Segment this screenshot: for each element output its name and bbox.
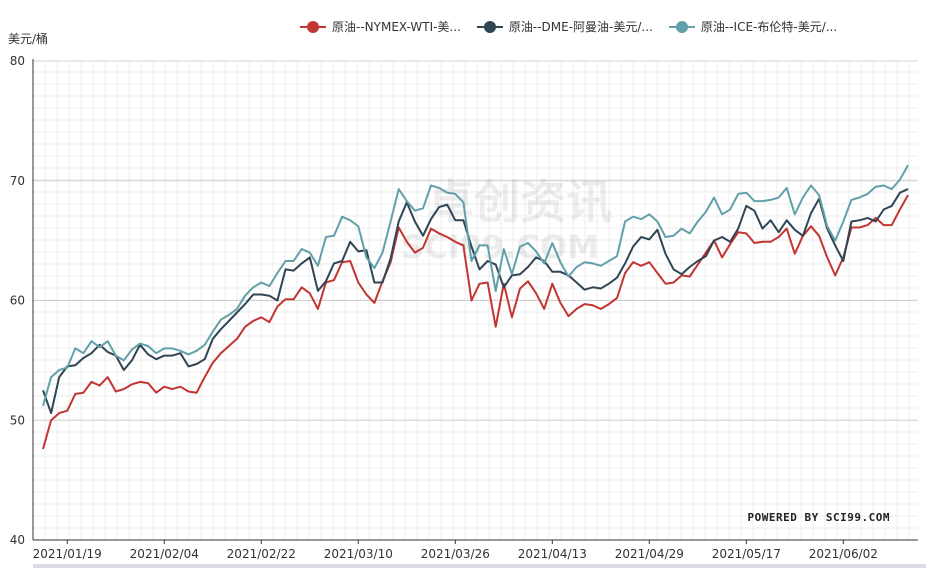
legend-marker-icon (668, 20, 695, 33)
y-tick-label: 80 (10, 54, 25, 68)
x-tick-label: 2021/04/13 (518, 547, 587, 561)
legend-item-wti[interactable]: 原油--NYMEX-WTI-美... (300, 18, 461, 35)
x-tick-label: 2021/05/17 (712, 547, 781, 561)
legend-item-ice-brent[interactable]: 原油--ICE-布伦特-美元/... (668, 18, 838, 35)
watermark-en: SCI99.COM (401, 228, 599, 266)
y-tick-label: 40 (10, 533, 25, 547)
credit-label: POWERED BY SCI99.COM (748, 511, 890, 524)
x-tick-label: 2021/03/10 (324, 547, 393, 561)
legend-label-ice-brent: 原油--ICE-布伦特-美元/... (700, 20, 838, 34)
y-tick-label: 70 (10, 174, 25, 188)
x-tick-label: 2021/04/29 (615, 547, 684, 561)
legend-item-dme-oman[interactable]: 原油--DME-阿曼油-美元/... (476, 18, 653, 35)
x-tick-label: 2021/02/22 (227, 547, 296, 561)
x-tick-label: 2021/02/04 (130, 547, 199, 561)
x-tick-label: 2021/03/26 (421, 547, 490, 561)
x-tick-label: 2021/06/02 (809, 547, 878, 561)
series-line-wti (42, 194, 909, 450)
x-tick-label: 2021/01/19 (33, 547, 102, 561)
y-tick-label: 60 (10, 294, 25, 308)
legend-marker-icon (476, 20, 503, 33)
legend-label-dme-oman: 原油--DME-阿曼油-美元/... (508, 20, 653, 34)
horizontal-scrollbar[interactable] (33, 564, 926, 568)
chart-legend: 原油--NYMEX-WTI-美... 原油--DME-阿曼油-美元/... 原油… (300, 18, 837, 35)
series-line-dme-oman (42, 188, 909, 415)
legend-marker-icon (300, 20, 326, 33)
legend-label-wti: 原油--NYMEX-WTI-美... (332, 20, 461, 34)
y-tick-label: 50 (10, 413, 25, 427)
y-axis-unit-label: 美元/桶 (8, 32, 49, 46)
series-line-ice-brent (42, 164, 909, 407)
